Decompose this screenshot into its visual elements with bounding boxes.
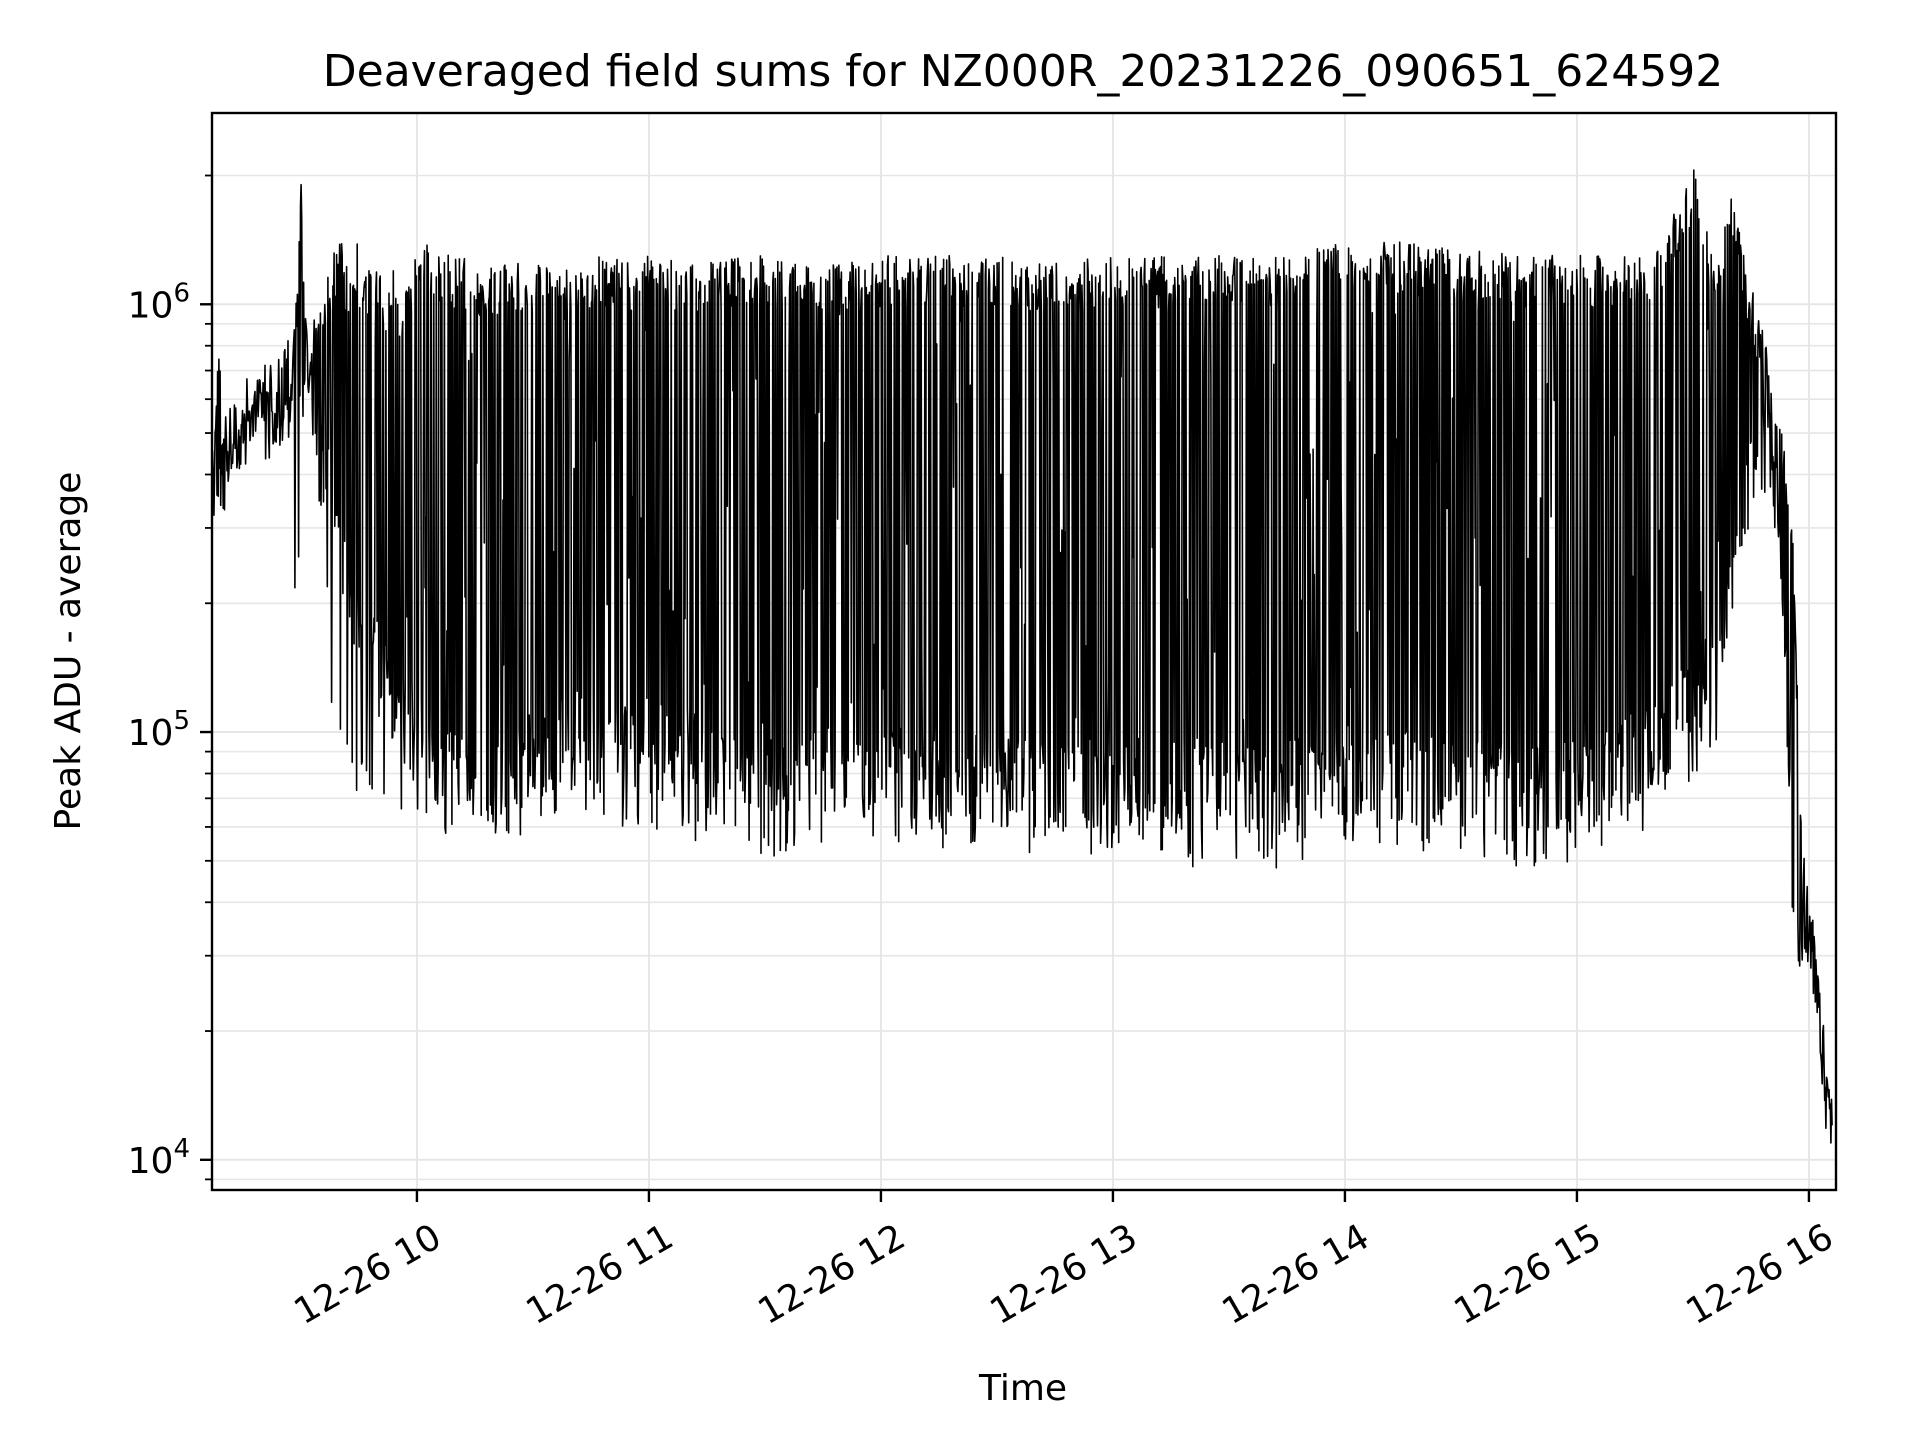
data-series xyxy=(211,169,1833,1144)
x-axis-label: Time xyxy=(978,1368,1067,1409)
y-axis-label: Peak ADU - average xyxy=(48,472,89,831)
plot-frame xyxy=(210,111,1838,1192)
chart-title: Deaveraged field sums for NZ000R_2023122… xyxy=(323,46,1723,97)
series-line xyxy=(211,169,1833,1144)
